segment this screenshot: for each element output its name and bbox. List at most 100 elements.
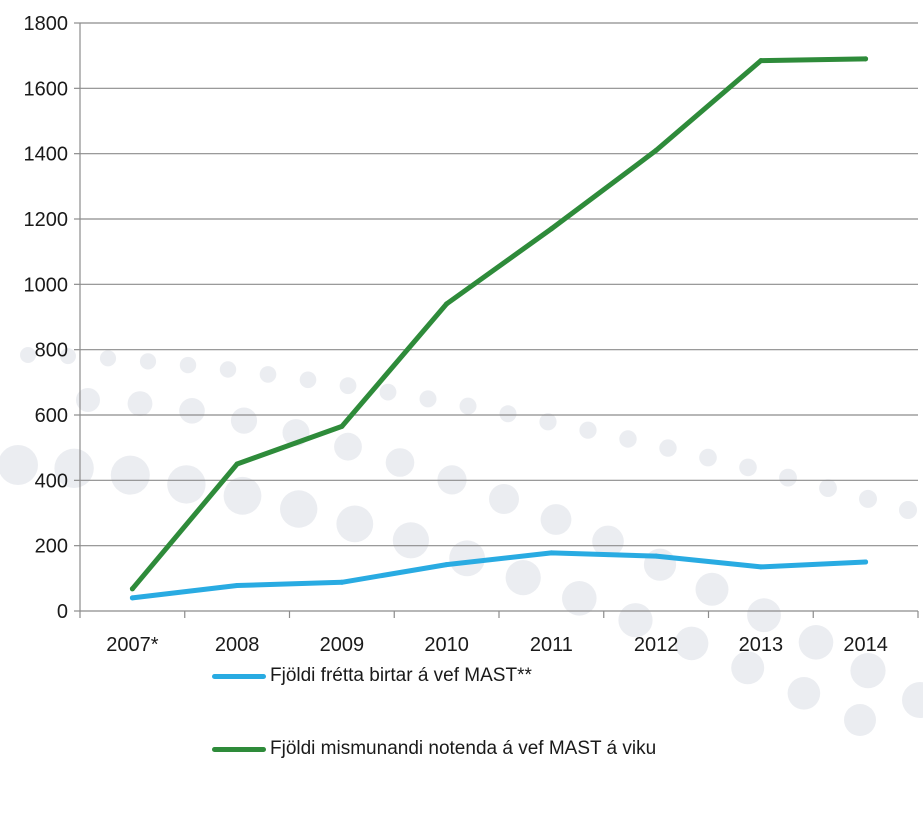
series-lines	[129, 56, 869, 601]
decor-dot	[592, 525, 624, 558]
y-tick-label: 1400	[24, 144, 69, 166]
decor-dot	[499, 405, 517, 423]
y-axis-ticks: 0 200 400 600 800 1000 1200 1400 1600 1800	[24, 13, 80, 623]
decor-dot	[99, 350, 117, 367]
data-point	[758, 58, 764, 64]
decor-dot	[859, 489, 877, 508]
decor-dot	[20, 347, 36, 363]
y-tick-label: 1000	[24, 274, 69, 296]
x-tick-label: 2012	[634, 634, 679, 656]
decor-dot	[731, 651, 765, 685]
y-tick-label: 1200	[24, 209, 69, 231]
decor-dot	[819, 479, 837, 497]
y-tick-label: 1800	[24, 13, 69, 35]
data-point	[863, 56, 869, 62]
x-tick-label: 2010	[424, 634, 469, 656]
decor-dot	[392, 522, 429, 559]
decor-dot	[0, 445, 38, 485]
decor-dot	[619, 430, 637, 448]
legend-item-0: Fjöldi frétta birtar á vef MAST**	[212, 665, 532, 687]
data-point	[653, 147, 659, 153]
data-point	[548, 550, 554, 556]
decor-dot	[179, 398, 205, 424]
x-tick-label: 2014	[843, 634, 888, 656]
data-point	[863, 559, 869, 565]
x-tick-label: 2013	[739, 634, 784, 656]
decor-dot	[699, 448, 717, 467]
data-point	[339, 423, 345, 429]
decor-dot	[747, 598, 781, 633]
data-point	[653, 553, 659, 559]
data-point	[234, 461, 240, 467]
decor-dot	[902, 682, 923, 718]
series-line-0	[129, 550, 869, 601]
decor-dot	[299, 371, 317, 389]
legend-label-1: Fjöldi mismunandi notenda á vef MAST á v…	[270, 738, 657, 759]
decor-dot	[695, 572, 729, 606]
decor-dot	[110, 455, 150, 495]
decor-dot	[127, 391, 153, 416]
decor-dot	[899, 501, 917, 519]
data-point	[234, 583, 240, 588]
x-axis-ticks: 2007* 2008 2009 2010 2011 2012 2013 2014	[79, 611, 919, 656]
decor-dot	[339, 377, 357, 395]
decor-dot	[489, 484, 519, 514]
decor-dot	[844, 704, 876, 736]
legend-swatch-0	[212, 673, 266, 679]
decor-dot	[379, 383, 397, 401]
x-tick-label: 2007*	[106, 634, 158, 656]
gridlines	[80, 22, 918, 547]
data-point	[339, 579, 345, 585]
decor-dot	[219, 361, 237, 378]
decor-dot	[618, 603, 653, 638]
decor-dot	[223, 476, 262, 515]
decor-dot	[139, 353, 157, 370]
decor-dot	[334, 432, 362, 461]
legend-swatch-1	[212, 746, 266, 752]
data-point	[129, 595, 135, 601]
y-tick-label: 800	[35, 340, 68, 362]
x-tick-label: 2008	[215, 634, 260, 656]
data-point	[129, 586, 135, 592]
x-tick-label: 2011	[530, 634, 573, 656]
decor-dot	[539, 413, 557, 431]
y-tick-label: 1600	[24, 78, 69, 100]
decor-dot	[659, 439, 677, 457]
legend-label-0: Fjöldi frétta birtar á vef MAST**	[270, 665, 532, 686]
decor-dot	[259, 366, 277, 383]
decor-dot	[674, 626, 709, 661]
decor-dot	[505, 560, 541, 596]
decor-dot	[60, 348, 76, 365]
decor-dot	[167, 465, 206, 504]
legend-item-1: Fjöldi mismunandi notenda á vef MAST á v…	[212, 738, 656, 760]
decor-dot	[459, 397, 477, 415]
decor-dot	[230, 407, 258, 434]
decor-dot	[850, 653, 886, 689]
decor-dot	[779, 468, 797, 487]
y-tick-label: 400	[35, 470, 68, 492]
decor-dot	[336, 505, 374, 543]
decor-dot	[540, 504, 572, 535]
y-tick-label: 0	[57, 601, 68, 623]
decor-dot	[449, 540, 485, 577]
data-point	[444, 562, 450, 568]
decor-dot	[76, 388, 100, 412]
decor-dot	[562, 581, 597, 616]
x-tick-label: 2009	[320, 634, 365, 656]
background-dots-decoration	[0, 347, 923, 736]
data-point	[548, 226, 554, 232]
data-point	[758, 564, 764, 570]
y-tick-label: 600	[35, 405, 68, 427]
decor-dot	[179, 356, 197, 374]
decor-dot	[787, 677, 821, 710]
decor-dot	[385, 448, 415, 477]
decor-dot	[579, 421, 597, 439]
decor-dot	[419, 390, 437, 408]
decor-dot	[280, 490, 318, 528]
y-tick-label: 200	[35, 536, 68, 558]
decor-dot	[739, 458, 757, 477]
decor-dot	[798, 625, 834, 660]
data-point	[444, 301, 450, 307]
decor-dot	[54, 448, 94, 488]
